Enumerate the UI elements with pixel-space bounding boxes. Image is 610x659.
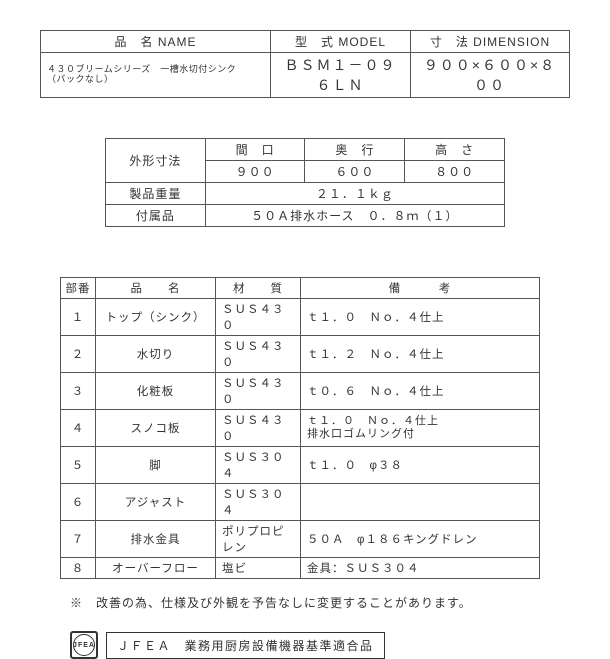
depth-value: ６００ [305, 161, 405, 183]
jfea-compliance-text: ＪＦＥＡ 業務用厨房設備機器基準適合品 [106, 632, 385, 659]
col-header-model: 型 式 MODEL [271, 31, 411, 53]
product-name-cell: ４３０ブリームシリーズ 一槽水切付シンク （バックなし） [41, 53, 271, 98]
accessory-label: 付属品 [106, 205, 206, 227]
table-row: ５脚ＳＵＳ３０４ｔ１．０ φ３８ [61, 447, 540, 484]
col-header-material: 材 質 [216, 278, 301, 299]
accessory-value: ５０Ａ排水ホース ０．８ｍ（１） [205, 205, 504, 227]
col-header-dimension: 寸 法 DIMENSION [411, 31, 570, 53]
dimension-spec-table: 外形寸法 間 口 奥 行 高 さ ９００ ６００ ８００ 製品重量 ２１．１ｋｇ… [105, 138, 505, 227]
outer-dim-label: 外形寸法 [106, 139, 206, 183]
depth-label: 奥 行 [305, 139, 405, 161]
table-row: １トップ（シンク）ＳＵＳ４３０ｔ１．０ Ｎｏ．４仕上 [61, 299, 540, 336]
width-value: ９００ [205, 161, 305, 183]
weight-value: ２１．１ｋｇ [205, 183, 504, 205]
model-cell: ＢＳＭ１－０９６ＬＮ [271, 53, 411, 98]
table-row: ３化粧板ＳＵＳ４３０ｔ０．６ Ｎｏ．４仕上 [61, 373, 540, 410]
table-row: ４スノコ板ＳＵＳ４３０ｔ１．０ Ｎｏ．４仕上排水口ゴムリング付 [61, 410, 540, 447]
weight-label: 製品重量 [106, 183, 206, 205]
col-header-partname: 品 名 [96, 278, 216, 299]
width-label: 間 口 [205, 139, 305, 161]
height-value: ８００ [405, 161, 505, 183]
height-label: 高 さ [405, 139, 505, 161]
jfea-logo-icon: JFEA [70, 631, 98, 659]
col-header-name: 品 名 NAME [41, 31, 271, 53]
header-spec-table: 品 名 NAME 型 式 MODEL 寸 法 DIMENSION ４３０ブリーム… [40, 30, 570, 98]
footer: JFEA ＪＦＥＡ 業務用厨房設備機器基準適合品 [70, 631, 570, 659]
parts-spec-table: 部番 品 名 材 質 備 考 １トップ（シンク）ＳＵＳ４３０ｔ１．０ Ｎｏ．４仕… [60, 277, 540, 579]
disclaimer-note: ※ 改善の為、仕様及び外観を予告なしに変更することがあります。 [70, 594, 570, 611]
table-row: ２水切りＳＵＳ４３０ｔ１．２ Ｎｏ．４仕上 [61, 336, 540, 373]
table-row: ６アジャストＳＵＳ３０４ [61, 484, 540, 521]
col-header-partno: 部番 [61, 278, 96, 299]
dimension-cell: ９００×６００×８００ [411, 53, 570, 98]
table-row: ７排水金具ポリプロピレン５０Ａ φ１８６キングドレン [61, 521, 540, 558]
table-row: ８オーバーフロー塩ビ金具：ＳＵＳ３０４ [61, 558, 540, 579]
col-header-remarks: 備 考 [301, 278, 540, 299]
